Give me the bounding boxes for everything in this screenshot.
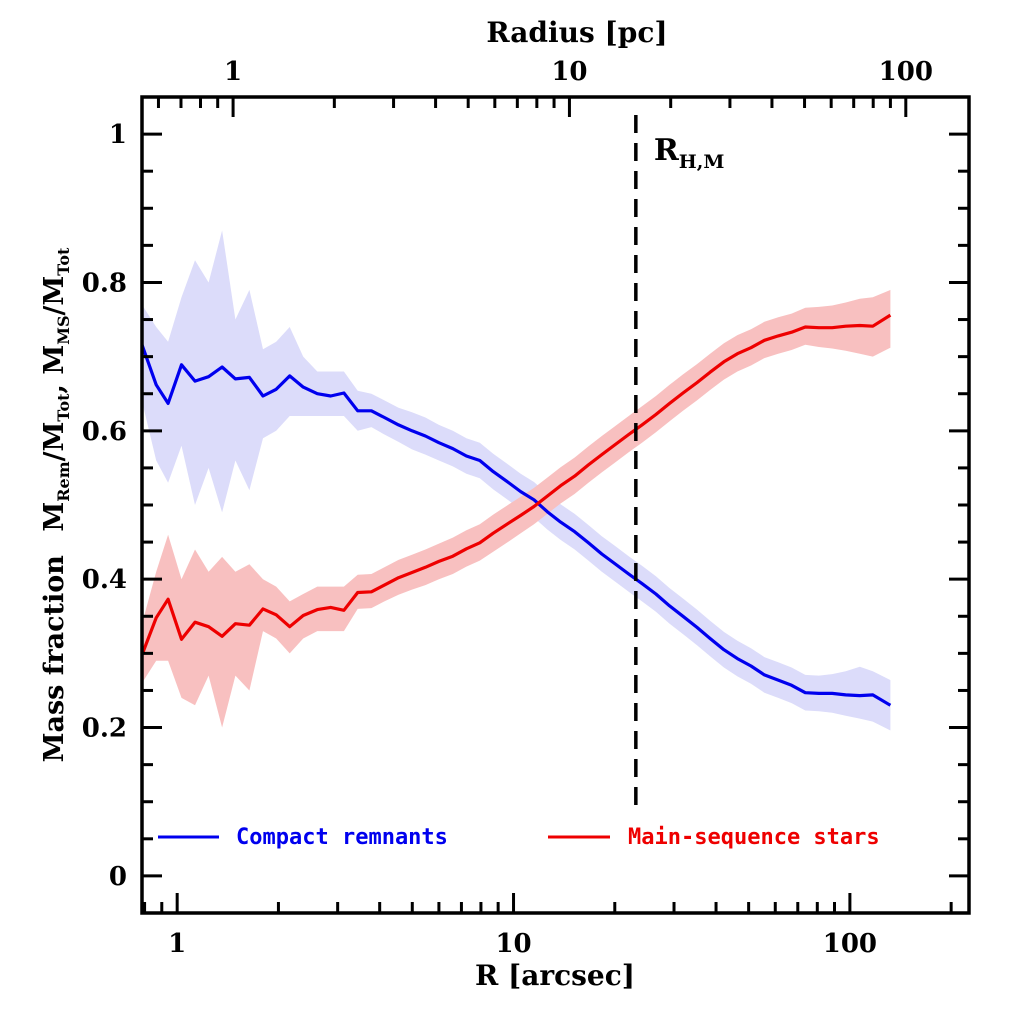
tick-labels: 1 10 100 1 10 100 0 0.2 0.4 0.6 0.8 1 — [82, 57, 933, 959]
top-x-axis-title: Radius [pc] — [486, 16, 667, 49]
legend-item-compact-remnants: Compact remnants — [158, 825, 448, 850]
line-compact-remnants — [140, 344, 892, 707]
half-mass-radius-label: RH,M — [654, 133, 725, 173]
y-tick-label: 0.6 — [82, 417, 127, 447]
y-tick-label: 0.2 — [82, 714, 127, 744]
top-x-tick-label: 10 — [551, 57, 587, 87]
legend-label-compact-remnants: Compact remnants — [236, 825, 448, 850]
y-axis-title: Mass fraction MRem/MTot, MMS/MTot — [39, 247, 73, 762]
band-main-sequence-stars — [142, 289, 891, 728]
legend: Compact remnants Main-sequence stars — [158, 825, 880, 850]
legend-label-main-sequence-stars: Main-sequence stars — [628, 825, 880, 850]
y-axis-title-main: Mass fraction — [39, 555, 70, 763]
half-mass-radius-marker: RH,M — [634, 115, 725, 805]
x-axis-title: R [arcsec] — [475, 959, 635, 992]
x-tick-label: 1 — [168, 929, 186, 959]
top-x-tick-label: 1 — [224, 57, 242, 87]
svg-text:Mass fraction MRem/MTot,: Mass fraction MRem/MTot, MMS/MTot — [39, 247, 73, 762]
top-x-tick-label: 100 — [879, 57, 933, 87]
y-tick-label: 0 — [109, 862, 127, 892]
legend-item-main-sequence-stars: Main-sequence stars — [548, 825, 880, 850]
band-compact-remnants — [142, 230, 891, 731]
x-tick-label: 10 — [495, 929, 531, 959]
series-lines — [140, 313, 892, 707]
error-bands — [142, 230, 891, 731]
y-tick-label: 0.8 — [82, 268, 127, 298]
axis-ticks — [142, 97, 969, 913]
line-main-sequence-stars — [140, 313, 892, 656]
y-tick-label: 1 — [109, 120, 127, 150]
x-tick-label: 100 — [823, 929, 877, 959]
y-tick-label: 0.4 — [82, 565, 127, 595]
